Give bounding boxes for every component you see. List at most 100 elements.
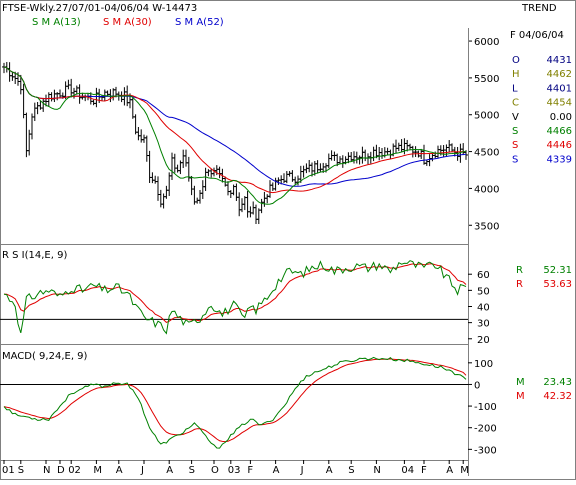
x-tick-label: M — [460, 465, 469, 476]
price-bar — [172, 153, 177, 173]
price-bar — [150, 172, 155, 184]
sma13-legend: S M A(13) — [32, 17, 81, 28]
price-bar — [399, 139, 404, 153]
price-bar — [94, 87, 99, 108]
macd-line — [3, 356, 467, 449]
stat-value: 4462 — [547, 69, 572, 80]
rsi-readout-label: R — [516, 265, 523, 276]
stat-value: 4339 — [547, 154, 572, 165]
price-bar — [200, 180, 205, 199]
price-panel: 3500 4000 4500 5000 5500 6000 — [2, 37, 499, 232]
rsi-line — [3, 260, 467, 335]
price-bar — [66, 79, 71, 90]
x-tick-label: A — [446, 465, 453, 476]
macd-label: MACD( 9,24,E, 9) — [2, 351, 88, 362]
macd-readout-label: M — [516, 377, 525, 388]
stat-value: 4446 — [547, 140, 572, 151]
stat-value: 4401 — [547, 83, 572, 94]
price-bar — [254, 204, 258, 224]
macd-y-axis: -300 -200 -100 0 100 — [468, 359, 497, 456]
price-bar — [318, 163, 323, 172]
price-bar — [287, 171, 292, 177]
price-bar — [268, 180, 272, 198]
price-bar — [340, 155, 345, 168]
price-bar — [203, 167, 208, 191]
price-bar — [424, 159, 429, 166]
x-tick-label: 03 — [228, 465, 241, 476]
stat-value: 4431 — [547, 55, 572, 66]
price-bar — [119, 91, 124, 103]
price-bar — [366, 153, 370, 165]
x-tick-label: J — [140, 465, 144, 476]
price-bar — [447, 140, 452, 153]
macd-signal-line — [3, 358, 467, 443]
stat-label: L — [512, 83, 518, 94]
stat-label: S — [512, 126, 518, 137]
rsi-readouts: R 52.31 R 53.63 — [516, 265, 572, 290]
macd-y-tick-label: -300 — [474, 445, 497, 456]
sma52-legend: S M A(52) — [175, 17, 224, 28]
sma30-line — [3, 66, 466, 194]
price-bar — [2, 62, 6, 74]
price-bar — [422, 144, 426, 165]
price-bar — [52, 89, 57, 103]
price-bar — [226, 181, 230, 196]
stat-label: V — [512, 112, 519, 123]
rsi-label: R S I(14,E, 9) — [2, 250, 67, 261]
x-axis: 01 S N D 02 M A J A S O 03 F A J A S N 04 F A M — [2, 460, 469, 476]
sma13-line — [3, 66, 467, 205]
price-bar — [156, 176, 160, 201]
price-y-tick-label: 5000 — [474, 111, 499, 122]
price-bar — [270, 182, 275, 191]
x-tick-label: S — [348, 465, 354, 476]
price-y-axis: 3500 4000 4500 5000 5500 6000 — [468, 37, 499, 232]
price-bar — [265, 194, 270, 204]
x-tick-label: A — [273, 465, 280, 476]
macd-readout-value: 23.43 — [543, 377, 572, 388]
price-bar — [144, 135, 149, 162]
price-y-tick-label: 3500 — [474, 221, 499, 232]
x-tick-label: J — [300, 465, 304, 476]
x-tick-label: A — [116, 465, 123, 476]
price-bar — [170, 152, 174, 181]
price-bar — [408, 143, 412, 150]
macd-y-tick-label: -100 — [474, 402, 497, 413]
price-bar — [206, 169, 211, 177]
price-bar — [245, 190, 250, 218]
rsi-y-tick-label: 60 — [477, 270, 490, 281]
price-bar — [436, 145, 440, 159]
x-tick-label: 01 — [2, 465, 15, 476]
price-bar — [256, 208, 261, 225]
price-bar — [139, 129, 144, 143]
ohlc-stats: O 4431 H 4462 L 4401 C 4454 V 0.00 S 4466 S 4446 S 4339 — [512, 55, 572, 165]
price-bar — [284, 171, 289, 184]
x-tick-label: S — [189, 465, 195, 476]
sma52-line — [3, 66, 467, 187]
price-bar — [184, 149, 188, 167]
x-tick-label: M — [93, 465, 102, 476]
price-bar — [136, 126, 141, 141]
price-bar — [371, 146, 376, 162]
price-bar — [248, 206, 253, 218]
rsi-y-axis: 20 30 40 50 60 — [468, 270, 490, 346]
price-y-tick-label: 4000 — [474, 184, 499, 195]
macd-readouts: M 23.43 M 42.32 — [516, 377, 572, 402]
price-bar — [189, 175, 194, 196]
price-bar — [133, 114, 138, 135]
stat-label: S — [512, 140, 518, 151]
rsi-readout-value: 53.63 — [543, 279, 572, 290]
price-bar — [259, 198, 264, 214]
price-bar — [18, 74, 23, 95]
price-bar — [153, 175, 158, 184]
rsi-readout-value: 52.31 — [543, 265, 572, 276]
sma30-legend: S M A(30) — [103, 17, 152, 28]
stat-value: 4466 — [547, 126, 572, 137]
price-bar — [161, 193, 166, 209]
price-bar — [293, 176, 298, 185]
rsi-y-tick-label: 50 — [477, 286, 490, 297]
price-bar — [363, 149, 368, 162]
macd-y-tick-label: -200 — [474, 424, 497, 435]
rsi-readout-label: R — [516, 279, 523, 290]
stat-value: 0.00 — [550, 112, 572, 123]
price-bar — [262, 191, 267, 207]
